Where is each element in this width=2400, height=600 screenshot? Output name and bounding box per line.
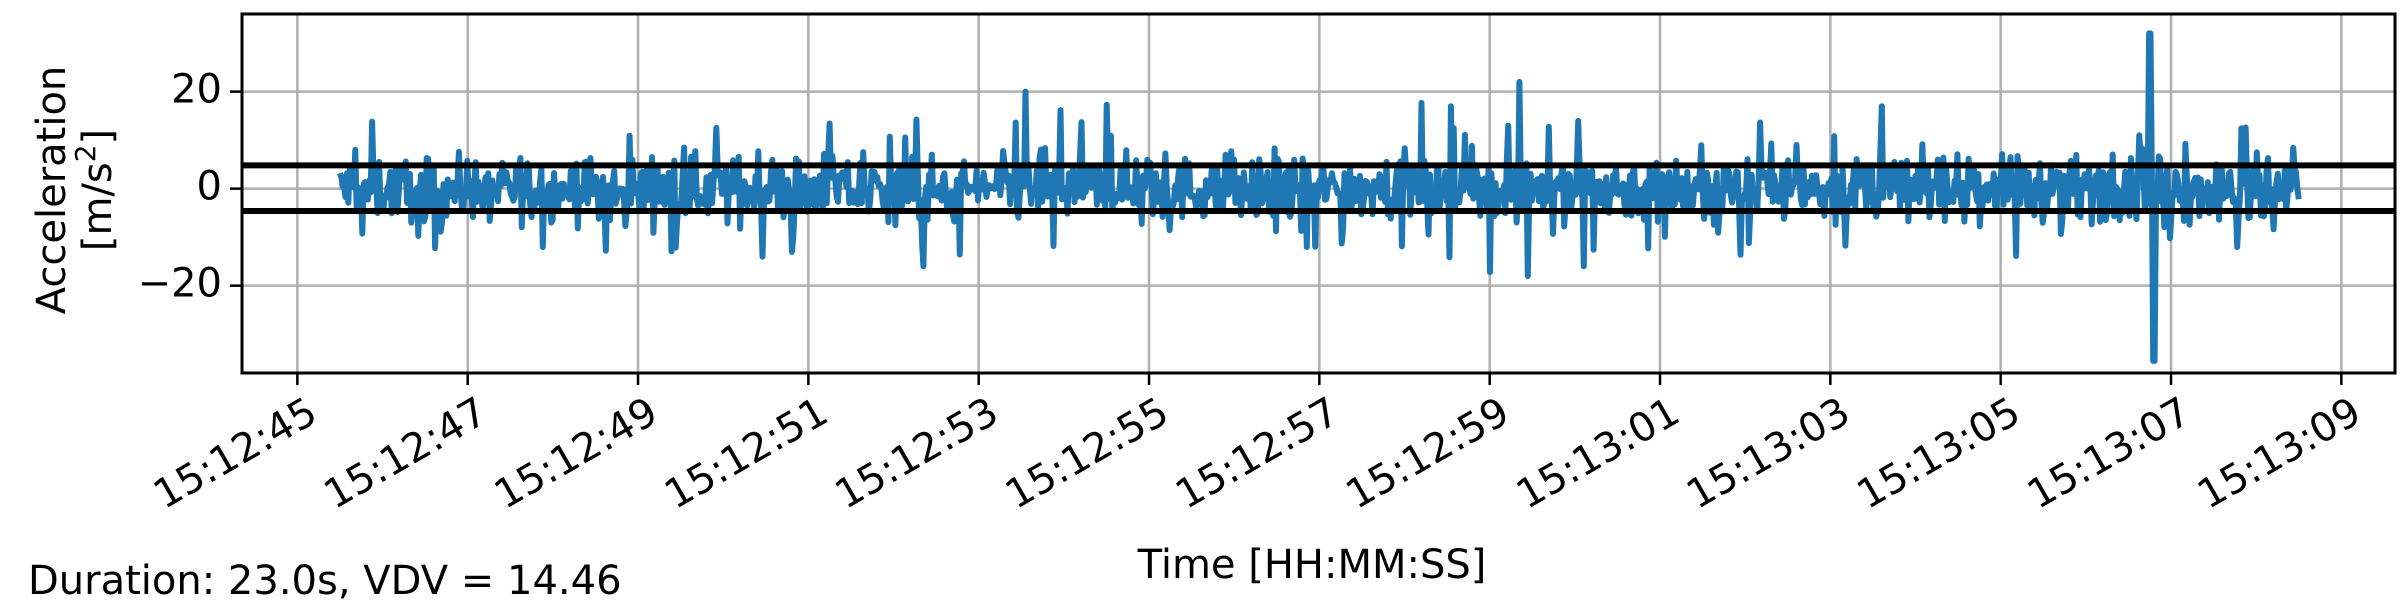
x-tick-label: 15:13:07 bbox=[2020, 389, 2199, 519]
x-tick-label: 15:13:09 bbox=[2190, 389, 2369, 519]
y-tick-label: 20 bbox=[171, 67, 222, 113]
x-tick-label: 15:12:45 bbox=[146, 389, 325, 519]
duration-vdv-annotation: Duration: 23.0s, VDV = 14.46 bbox=[28, 558, 622, 600]
y-axis-label: Acceleration [m/s2] bbox=[29, 66, 121, 315]
x-axis-ticks: 15:12:4515:12:4715:12:4915:12:5115:12:53… bbox=[146, 373, 2369, 518]
x-tick-label: 15:12:49 bbox=[487, 389, 666, 519]
y-tick-label: 0 bbox=[197, 164, 222, 210]
acceleration-series-line bbox=[337, 30, 2302, 364]
x-tick-label: 15:13:03 bbox=[1679, 389, 1858, 519]
y-axis-label-exponent: 2 bbox=[69, 144, 102, 162]
x-tick-label: 15:12:47 bbox=[317, 389, 496, 519]
x-tick-label: 15:12:57 bbox=[1168, 389, 1347, 519]
x-axis-label: Time [HH:MM:SS] bbox=[1137, 542, 1487, 588]
threshold-lines bbox=[242, 162, 2395, 214]
x-tick-label: 15:12:51 bbox=[657, 389, 836, 519]
y-axis-label-line2: [m/s2] bbox=[69, 129, 122, 251]
x-tick-label: 15:13:05 bbox=[1849, 389, 2028, 519]
x-tick-label: 15:12:55 bbox=[998, 389, 1177, 519]
series-layer bbox=[337, 30, 2302, 364]
y-axis-label-unit: [m/s bbox=[75, 162, 121, 251]
x-tick-label: 15:13:01 bbox=[1509, 389, 1688, 519]
x-tick-label: 15:12:53 bbox=[827, 389, 1006, 519]
y-axis-label-line1: Acceleration bbox=[29, 66, 75, 315]
y-tick-label: −20 bbox=[138, 261, 222, 307]
x-tick-label: 15:12:59 bbox=[1338, 389, 1517, 519]
y-axis-ticks: −20 0 20 bbox=[138, 67, 242, 307]
y-axis-label-close: ] bbox=[75, 129, 121, 145]
